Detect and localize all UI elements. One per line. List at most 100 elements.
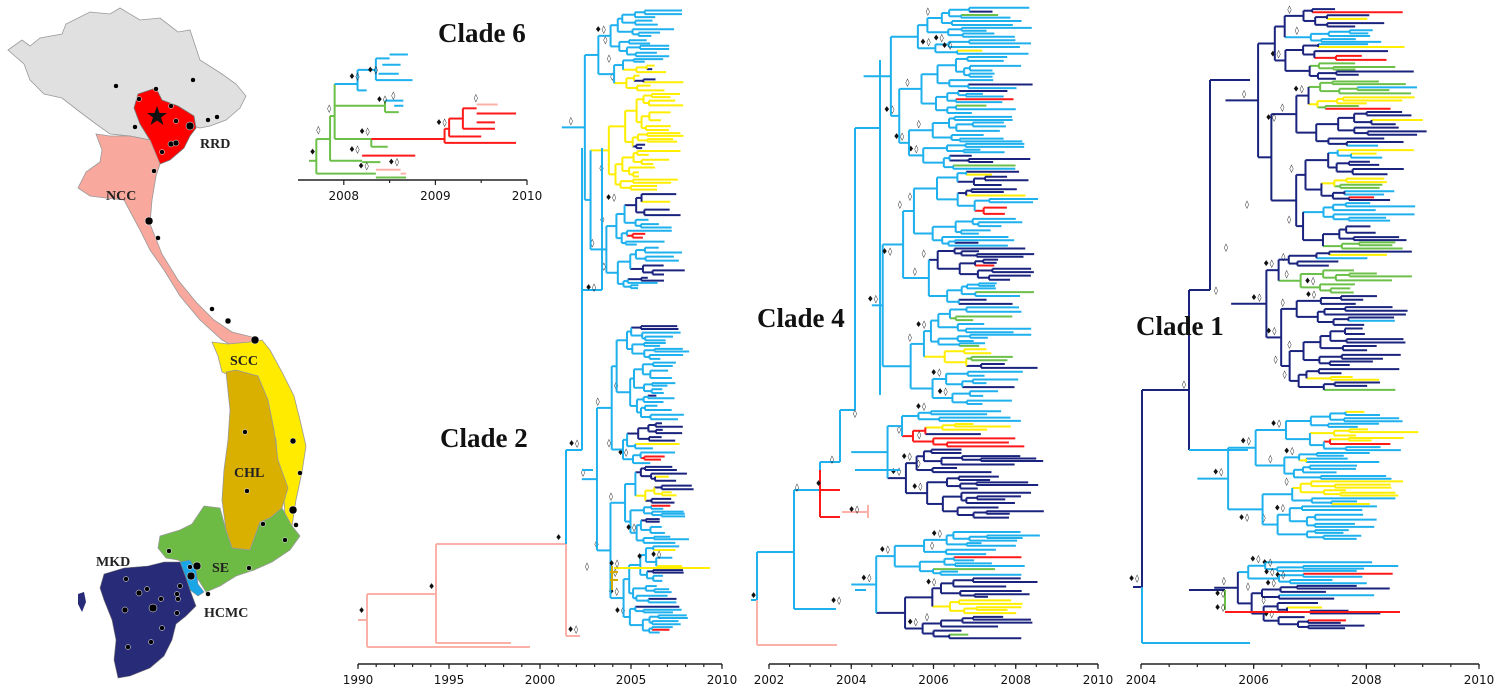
tick-label: 2010 [1083,673,1114,687]
sampling-site-dot [125,644,131,650]
node-support-marker: ◊ [1288,340,1292,349]
sampling-site-dot [224,317,232,325]
sampling-sites [113,77,303,650]
sampling-site-dot [244,488,250,494]
node-support-marker: ◊ [610,72,614,81]
sampling-site-dot [173,118,179,124]
node-support-marker: ◊ [853,409,857,418]
node-support-marker: ♦◊ [860,574,871,583]
node-support-marker: ◊ [898,200,902,209]
region-label-rrd: RRD [200,137,230,152]
node-support-marker: ♦ [358,606,365,615]
sampling-site-dot [185,121,195,131]
map-region-mkd [99,561,197,679]
node-support-marker: ◊ [581,468,585,477]
node-support-marker: ◊ [1262,514,1266,523]
node-support-marker: ♦ [555,533,562,542]
node-support-marker: ◊ [603,35,607,44]
node-support-marker: ◊ [1214,286,1218,295]
node-support-marker: ♦◊ [567,625,578,634]
tick-label: 2002 [754,673,785,687]
node-support-marker: ◊ [1285,477,1289,486]
clade-1-title: Clade 1 [1136,311,1224,341]
sampling-site-dot [135,589,143,597]
node-support-marker: ♦◊ [358,161,369,170]
node-support-marker: ♦◊ [608,587,619,596]
sampling-site-dot [159,149,165,155]
sampling-site-dot [177,583,183,589]
node-support-marker: ♦ [750,591,757,600]
sampling-site-dot [174,591,180,597]
node-support-marker: ◊ [922,249,926,258]
node-support-marker: ◊ [1182,380,1186,389]
sampling-site-dot [214,114,220,120]
node-support-marker: ♦◊ [625,523,636,532]
node-support-marker: ♦◊ [585,283,596,292]
node-support-marker: ♦◊ [388,158,399,167]
tick-label: 2010 [1464,673,1495,687]
node-support-marker: ♦◊ [1214,603,1225,612]
node-support-marker: ◊ [585,562,589,571]
node-support-marker: ♦◊ [1274,571,1285,580]
node-support-marker: ♦◊ [941,41,952,50]
node-support-marker: ◊ [1283,370,1287,379]
node-support-marker: ◊ [1288,5,1292,14]
sampling-site-dot [148,639,154,645]
clade-6-title: Clade 6 [438,18,526,48]
node-support-marker: ♦◊ [1250,293,1261,302]
node-support-marker: ◊ [930,541,934,550]
node-support-marker: ♦◊ [901,452,912,461]
node-support-marker: ◊ [1285,270,1289,279]
node-support-marker: ♦◊ [1265,113,1276,122]
sampling-site-dot [144,216,154,226]
node-support-marker: ◊ [607,439,611,448]
axis-clade-6: 2008 2009 2010 [298,179,542,203]
tree-clade-4: ◊♦◊♦◊♦◊◊◊♦◊♦◊♦◊◊◊◊♦◊◊♦◊♦◊♦◊♦◊◊◊◊♦◊♦◊♦◊♦◊… [750,6,1044,646]
sampling-site-dot [174,610,180,616]
sampling-site-dot [205,591,211,597]
node-support-marker: ♦◊ [925,577,936,586]
sampling-site-dot [155,235,161,241]
node-support-marker: ♦◊ [1212,468,1223,477]
node-support-marker: ♦◊ [1263,567,1274,576]
sampling-site-dot [282,537,288,543]
sampling-site-dot [187,564,193,570]
axis-clade-4: 2002 2004 2006 2008 2010 [754,663,1114,687]
tick-label: 2004 [1126,673,1157,687]
node-support-marker: ◊ [327,104,331,113]
node-support-marker: ♦◊ [614,606,625,615]
node-support-marker: ♦◊ [1238,513,1249,522]
sampling-site-dot [297,470,303,476]
axis-clade-2: 1990 1995 2000 2005 2010 [343,663,737,687]
node-support-marker: ♦◊ [915,320,926,329]
tick-label: 2008 [1351,673,1382,687]
region-label-se: SE [212,561,229,576]
node-support-marker: ◊ [1245,200,1249,209]
clade-4-title: Clade 4 [757,303,845,333]
sampling-site-dot [148,603,158,613]
node-support-marker: ♦◊ [1214,589,1225,598]
node-support-marker: ◊ [607,54,611,63]
clade-2-title: Clade 2 [440,423,528,453]
node-support-marker: ◊ [1281,298,1285,307]
node-support-marker: ♦◊ [348,145,359,154]
node-support-marker: ◊ [391,91,395,100]
node-support-marker: ◊ [1274,355,1278,364]
node-support-marker: ◊ [1246,582,1250,591]
node-support-marker: ◊ [905,78,909,87]
node-support-marker: ♦◊ [1265,326,1276,335]
sampling-site-dot [123,576,129,582]
node-support-marker: ♦◊ [883,105,894,114]
node-support-marker: ◊ [1268,454,1272,463]
node-support-marker: ♦◊ [1293,85,1304,94]
node-support-marker: ♦◊ [605,193,616,202]
tick-label: 1995 [434,673,465,687]
node-support-marker: ♦◊ [919,37,930,46]
node-support-marker: ◊ [1262,595,1266,604]
node-support-marker: ◊ [897,425,901,434]
tick-label: 2000 [525,673,556,687]
node-support-marker: ♦◊ [907,144,918,153]
node-support-marker: ♦◊ [1261,558,1272,567]
sampling-site-dot [172,139,180,147]
